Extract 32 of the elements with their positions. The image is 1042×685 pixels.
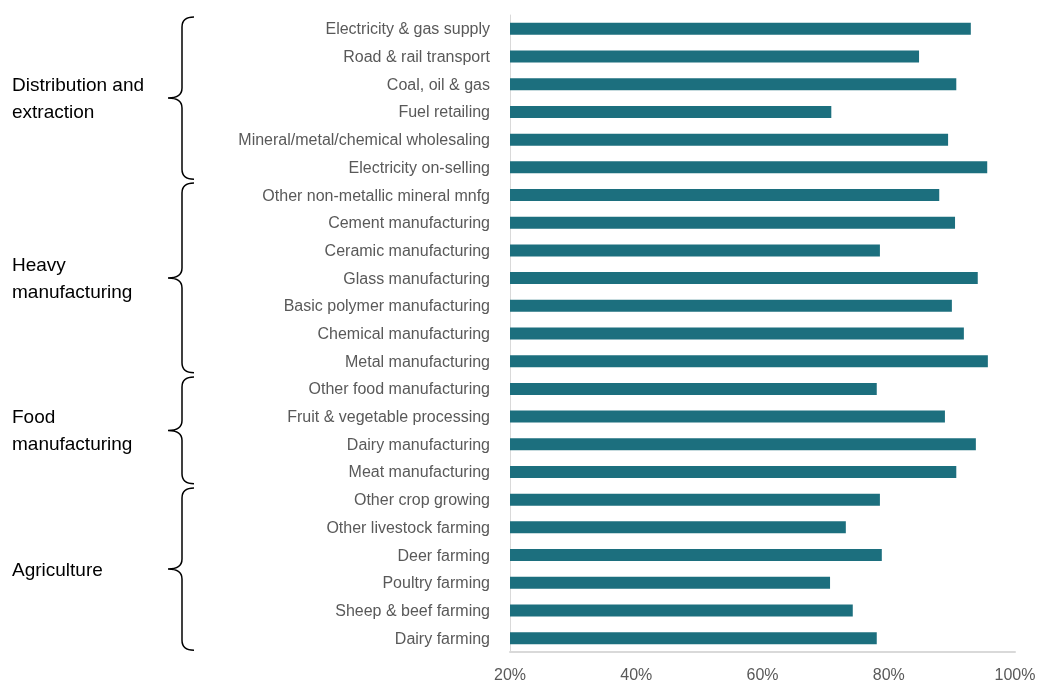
y-tick-label: Chemical manufacturing: [317, 325, 490, 342]
y-tick-label: Glass manufacturing: [343, 269, 490, 287]
x-tick-label: 60%: [746, 665, 779, 683]
y-tick-label: Basic polymer manufacturing: [283, 297, 490, 315]
y-tick-label: Meat manufacturing: [348, 463, 490, 481]
y-tick-label: Road & rail transport: [343, 48, 491, 66]
x-tick-label: 80%: [872, 665, 905, 683]
y-tick-label: Ceramic manufacturing: [324, 241, 490, 259]
y-tick-label: Poultry farming: [382, 574, 490, 592]
y-tick-label: Sheep & beef farming: [335, 601, 490, 619]
y-tick-label: Mineral/metal/chemical wholesaling: [238, 131, 490, 149]
y-tick-label: Electricity & gas supply: [325, 20, 490, 38]
x-tick-label: 20%: [493, 665, 527, 683]
y-tick-label: Dairy manufacturing: [346, 435, 490, 453]
x-tick-label: 100%: [994, 665, 1036, 683]
y-tick-label: Fuel retailing: [398, 103, 490, 121]
text: Food manufacturing: [12, 405, 134, 457]
y-tick-label: Other crop growing: [353, 491, 490, 509]
text: Distribution and extraction: [12, 73, 146, 125]
y-tick-label: Other livestock farming: [326, 518, 490, 536]
y-tick-label: Cement manufacturing: [328, 214, 490, 232]
text: Heavy manufacturing: [12, 253, 134, 305]
x-tick-label: 40%: [620, 665, 653, 683]
y-tick-label: Electricity on-selling: [348, 158, 490, 176]
y-tick-label: Other non-metallic mineral mnfg: [262, 186, 490, 204]
y-tick-label: Deer farming: [397, 546, 490, 564]
y-tick-label: Fruit & vegetable processing: [287, 408, 490, 426]
y-tick-label: Coal, oil & gas: [386, 75, 490, 93]
text: Agriculture: [12, 557, 104, 582]
y-tick-label: Metal manufacturing: [345, 352, 490, 370]
y-tick-label: Other food manufacturing: [308, 380, 490, 398]
y-tick-label: Dairy farming: [394, 629, 490, 647]
